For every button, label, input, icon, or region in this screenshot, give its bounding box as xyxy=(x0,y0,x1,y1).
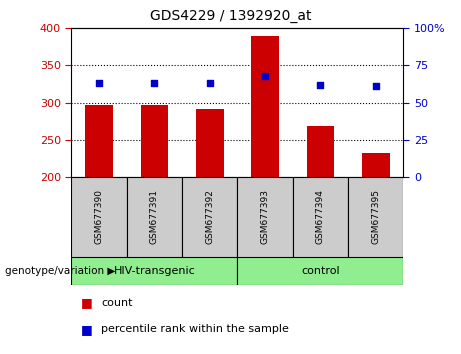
Text: GSM677394: GSM677394 xyxy=(316,189,325,244)
Point xyxy=(261,73,269,79)
Point xyxy=(317,82,324,88)
Text: GSM677395: GSM677395 xyxy=(371,189,380,244)
Text: control: control xyxy=(301,266,340,276)
Bar xyxy=(85,105,113,177)
Bar xyxy=(251,36,279,177)
Point xyxy=(372,84,379,89)
Bar xyxy=(71,177,127,257)
Text: HIV-transgenic: HIV-transgenic xyxy=(113,266,195,276)
Text: GSM677390: GSM677390 xyxy=(95,189,104,244)
Text: ■: ■ xyxy=(81,323,92,336)
Bar xyxy=(237,257,403,285)
Bar xyxy=(362,153,390,177)
Bar xyxy=(127,177,182,257)
Text: ■: ■ xyxy=(81,296,92,309)
Point xyxy=(151,80,158,86)
Text: GSM677393: GSM677393 xyxy=(260,189,270,244)
Bar xyxy=(348,177,403,257)
Bar xyxy=(307,126,334,177)
Point xyxy=(95,80,103,86)
Bar xyxy=(237,177,293,257)
Text: GSM677391: GSM677391 xyxy=(150,189,159,244)
Bar xyxy=(293,177,348,257)
Text: GSM677392: GSM677392 xyxy=(205,189,214,244)
Text: GDS4229 / 1392920_at: GDS4229 / 1392920_at xyxy=(150,9,311,23)
Bar xyxy=(71,257,237,285)
Bar xyxy=(196,109,224,177)
Text: percentile rank within the sample: percentile rank within the sample xyxy=(101,324,290,334)
Point xyxy=(206,80,213,86)
Text: genotype/variation ▶: genotype/variation ▶ xyxy=(5,266,115,276)
Text: count: count xyxy=(101,298,133,308)
Bar xyxy=(141,105,168,177)
Bar xyxy=(182,177,237,257)
